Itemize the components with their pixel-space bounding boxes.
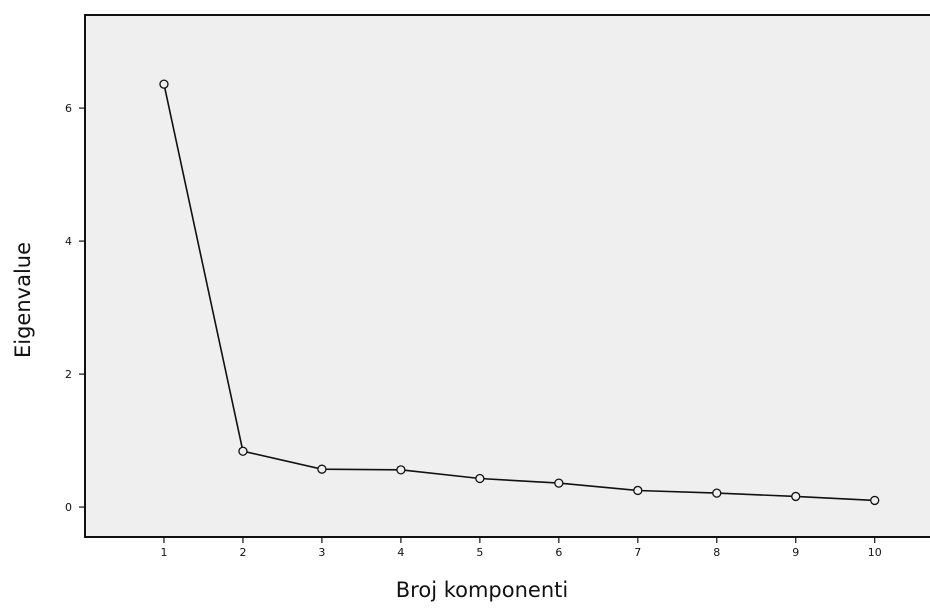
x-axis: 1 2 3 4 5 6 7 8 9 10 — [160, 537, 882, 559]
data-points — [159, 79, 880, 506]
data-point — [712, 488, 722, 498]
y-axis: 0 2 4 6 — [65, 102, 85, 514]
x-tick-label: 10 — [868, 546, 882, 559]
x-tick-label: 9 — [792, 546, 799, 559]
x-tick-label: 3 — [318, 546, 325, 559]
x-tick-label: 6 — [555, 546, 562, 559]
series-line — [163, 84, 875, 502]
x-tick-label: 7 — [634, 546, 641, 559]
data-point — [238, 446, 248, 456]
x-tick-label: 2 — [239, 546, 246, 559]
x-tick-label: 5 — [476, 546, 483, 559]
data-point — [633, 485, 643, 496]
x-tick-label: 4 — [397, 546, 404, 559]
data-point — [396, 465, 406, 475]
x-tick-label: 1 — [160, 546, 167, 559]
plot-area — [84, 14, 930, 538]
y-tick-label: 0 — [65, 501, 72, 514]
data-point — [870, 495, 880, 506]
x-tick-label: 8 — [713, 546, 720, 559]
data-point — [317, 464, 327, 474]
data-point — [475, 473, 485, 484]
data-point — [791, 491, 801, 502]
data-point — [554, 478, 564, 488]
data-point — [159, 79, 169, 89]
y-tick-label: 6 — [65, 102, 72, 115]
y-tick-label: 2 — [65, 368, 72, 381]
y-axis-title: Eigenvalue — [11, 242, 35, 358]
y-tick-label: 4 — [65, 235, 72, 248]
x-axis-title: Broj komponenti — [396, 578, 568, 602]
